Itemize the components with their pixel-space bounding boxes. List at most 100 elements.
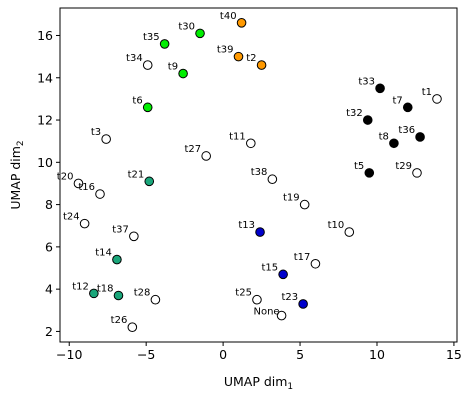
point-t20: [73, 178, 84, 189]
point-label-t6: t6: [132, 95, 142, 106]
point-t2: [256, 60, 267, 70]
point-label-t26: t26: [111, 315, 128, 326]
point-t8: [389, 138, 399, 149]
point-label-t20: t20: [57, 171, 74, 182]
point-label-t28: t28: [134, 288, 151, 299]
point-label-t35: t35: [143, 32, 160, 43]
point-t33: [375, 83, 385, 94]
point-t24: [79, 218, 90, 229]
point-label-t10: t10: [328, 220, 345, 231]
point-label-t14: t14: [95, 248, 112, 259]
x-tick-label: −5: [137, 347, 155, 362]
point-label-t13: t13: [238, 220, 255, 231]
point-label-t2: t2: [246, 53, 256, 64]
point-None: [276, 310, 287, 321]
y-tick-label: 6: [45, 239, 53, 254]
point-t11: [246, 138, 256, 149]
point-t36: [415, 132, 425, 142]
point-t14: [112, 254, 122, 265]
point-label-t17: t17: [294, 252, 311, 263]
point-label-t8: t8: [379, 131, 389, 142]
point-label-t40: t40: [220, 11, 237, 22]
x-tick-label: 5: [296, 347, 304, 362]
point-label-t37: t37: [112, 224, 129, 235]
point-label-t9: t9: [168, 62, 178, 73]
y-axis-ticks: 2 4 6 8 10 12 14 16: [37, 28, 60, 339]
point-t7: [402, 102, 413, 113]
point-label-t30: t30: [178, 21, 195, 32]
point-t32: [362, 115, 373, 125]
point-t9: [178, 68, 188, 79]
point-label-t12: t12: [72, 281, 89, 292]
x-axis-title: UMAP dim1: [224, 374, 293, 392]
point-label-t38: t38: [251, 167, 268, 178]
point-label-t5: t5: [354, 161, 364, 172]
point-label-t18: t18: [97, 283, 114, 294]
point-label-t7: t7: [392, 95, 402, 106]
point-t16: [95, 189, 105, 199]
point-t19: [299, 199, 310, 210]
point-label-t25: t25: [235, 288, 252, 299]
x-tick-label: 10: [369, 347, 385, 362]
point-label-t19: t19: [283, 193, 300, 204]
point-t37: [129, 231, 139, 242]
y-tick-label: 12: [37, 113, 53, 128]
point-t40: [236, 17, 247, 28]
point-label-t36: t36: [398, 125, 415, 136]
y-axis-title-subscript: 2: [16, 140, 26, 146]
y-tick-label: 14: [37, 70, 53, 85]
point-label-t32: t32: [346, 108, 363, 119]
point-label-t21: t21: [128, 169, 145, 180]
point-label-t34: t34: [126, 53, 143, 64]
point-t10: [344, 227, 355, 237]
point-label-t27: t27: [185, 144, 202, 155]
point-label-t11: t11: [229, 131, 246, 142]
x-axis-title-subscript: 1: [287, 382, 293, 392]
point-t1: [432, 94, 442, 104]
point-label-t24: t24: [63, 212, 80, 223]
point-t30: [195, 28, 205, 39]
point-label-t29: t29: [395, 161, 412, 172]
point-label-None: None: [253, 307, 279, 318]
point-label-t16: t16: [78, 182, 95, 193]
y-tick-label: 16: [37, 28, 53, 43]
point-t15: [278, 269, 288, 280]
x-tick-label: 15: [446, 347, 462, 362]
y-axis-title: UMAP dim2: [8, 140, 26, 209]
point-t23: [298, 299, 308, 309]
point-label-t3: t3: [91, 127, 101, 138]
x-axis-ticks: −10 −5 0 5 10 15: [56, 342, 462, 362]
point-t28: [150, 294, 161, 305]
point-label-t1: t1: [422, 87, 432, 98]
point-t25: [252, 294, 262, 305]
point-t29: [412, 168, 422, 178]
point-t38: [267, 174, 278, 185]
y-tick-label: 8: [45, 197, 53, 212]
x-tick-label: 0: [219, 347, 227, 362]
point-t12: [89, 288, 99, 299]
x-tick-label: −10: [56, 347, 82, 362]
point-label-t15: t15: [261, 262, 278, 273]
point-t6: [142, 102, 153, 113]
point-t35: [159, 39, 170, 49]
point-t5: [364, 168, 375, 178]
point-t13: [255, 227, 265, 237]
point-label-t33: t33: [358, 76, 375, 87]
point-t17: [310, 258, 321, 269]
point-label-t23: t23: [281, 292, 298, 303]
point-label-t39: t39: [217, 45, 234, 56]
point-t34: [142, 60, 153, 70]
y-tick-label: 10: [37, 155, 53, 170]
point-t39: [233, 51, 244, 62]
point-t27: [201, 151, 211, 161]
data-points: [73, 17, 442, 333]
y-tick-label: 4: [45, 282, 53, 297]
point-t21: [144, 176, 155, 187]
point-t26: [127, 322, 138, 333]
point-t18: [113, 290, 124, 301]
point-t3: [101, 134, 111, 144]
point-labels: t1 t2 t3 t5 t6 t7 t8 t9 t10 t11 t12 t13 t14 t15 t16 t17…: [57, 11, 432, 326]
y-tick-label: 2: [45, 324, 53, 339]
